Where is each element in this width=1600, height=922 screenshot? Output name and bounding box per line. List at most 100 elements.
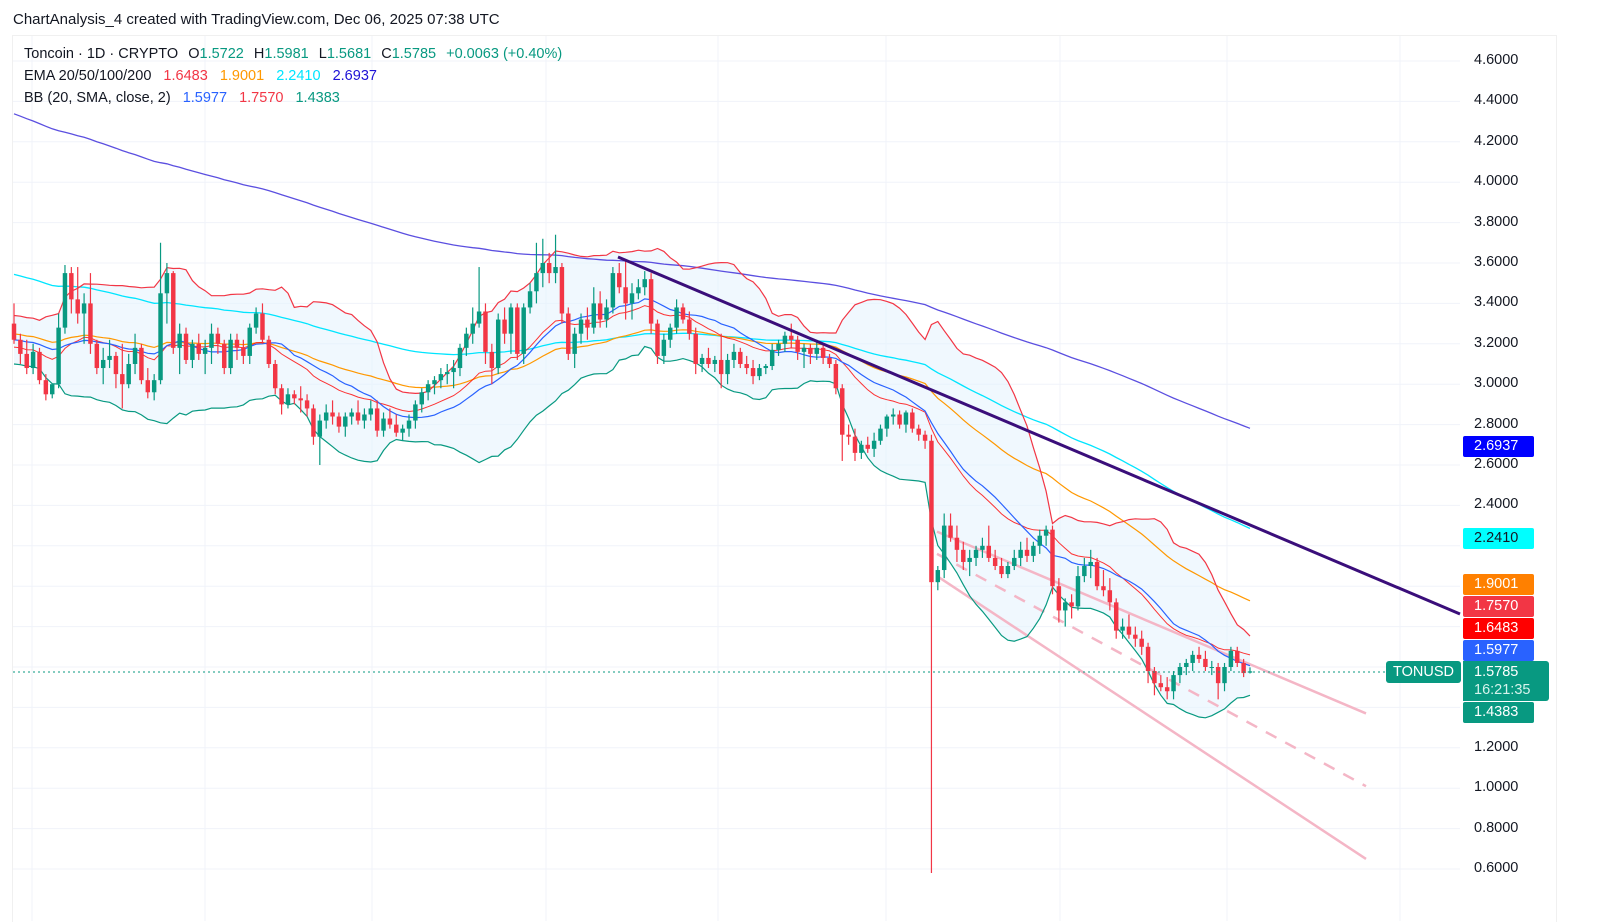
candle-body bbox=[394, 424, 399, 433]
bb-title[interactable]: BB (20, SMA, close, 2) bbox=[24, 90, 171, 106]
bb-upper-price-tag: 1.7570 bbox=[1463, 596, 1534, 617]
candle-body bbox=[750, 368, 756, 377]
candle-body bbox=[1082, 566, 1087, 577]
ema20-value: 1.6483 bbox=[163, 68, 208, 84]
candle-body bbox=[1145, 646, 1151, 672]
candle-body bbox=[1101, 586, 1106, 591]
candle-body bbox=[457, 347, 463, 369]
candle-body bbox=[24, 353, 29, 369]
price-axis-label: 3.8000 bbox=[1474, 213, 1519, 230]
candle-body bbox=[1024, 549, 1030, 556]
candle-body bbox=[1107, 590, 1113, 603]
candle-body bbox=[1126, 626, 1132, 635]
candle-body bbox=[534, 273, 539, 292]
candle-body bbox=[298, 398, 303, 401]
candle-body bbox=[62, 273, 68, 328]
candle-body bbox=[107, 355, 112, 360]
candle-body bbox=[1113, 602, 1119, 631]
price-axis-label: 2.4000 bbox=[1474, 496, 1519, 513]
candle-body bbox=[954, 537, 960, 550]
candle-body bbox=[1190, 654, 1195, 663]
candle-body bbox=[1050, 529, 1055, 587]
candle-body bbox=[1158, 683, 1164, 688]
candle-body bbox=[846, 434, 851, 437]
candle-body bbox=[1031, 545, 1036, 556]
price-axis-label: 3.4000 bbox=[1474, 294, 1519, 311]
candle-body bbox=[992, 557, 998, 566]
candle-body bbox=[578, 319, 584, 334]
price-axis-label: 4.0000 bbox=[1474, 173, 1519, 190]
price-axis-label: 1.0000 bbox=[1474, 779, 1519, 796]
candle-body bbox=[151, 380, 157, 393]
candle-body bbox=[617, 273, 622, 288]
candle-body bbox=[1094, 561, 1100, 587]
candle-body bbox=[674, 307, 679, 328]
price-axis-label: 0.6000 bbox=[1474, 860, 1519, 876]
candle-body bbox=[75, 299, 80, 314]
candle-body bbox=[272, 364, 278, 389]
candle-body bbox=[910, 412, 915, 429]
price-axis-label: 4.6000 bbox=[1474, 52, 1519, 68]
last-price-tag: 1.5785 16:21:35 bbox=[1463, 661, 1549, 701]
candle-body bbox=[120, 374, 125, 385]
candle-body bbox=[1056, 586, 1062, 611]
legend-ema-line: EMA 20/50/100/200 1.6483 1.9001 2.2410 2… bbox=[24, 68, 385, 84]
candle-body bbox=[279, 388, 284, 405]
symbol-title[interactable]: Toncoin · 1D · CRYPTO bbox=[24, 46, 179, 62]
candle-body bbox=[820, 347, 826, 358]
candle-body bbox=[648, 279, 654, 324]
candle-body bbox=[623, 287, 628, 304]
candle-body bbox=[222, 343, 227, 369]
candle-body bbox=[355, 412, 361, 421]
candle-body bbox=[1171, 675, 1176, 692]
candle-body bbox=[948, 525, 953, 538]
ohlc-change: +0.0063 (+0.40%) bbox=[446, 46, 563, 62]
candle-body bbox=[687, 319, 692, 334]
candle-body bbox=[789, 335, 794, 340]
candle-body bbox=[597, 303, 603, 320]
price-axis-label: 2.8000 bbox=[1474, 415, 1519, 432]
channel-mid-dashed-line bbox=[936, 552, 1367, 788]
candle-body bbox=[941, 525, 947, 571]
candle-body bbox=[738, 351, 743, 364]
candle-body bbox=[100, 359, 106, 369]
candle-body bbox=[190, 343, 195, 360]
candle-body bbox=[636, 287, 641, 294]
bb-upper-line bbox=[13, 247, 1251, 637]
candle-body bbox=[234, 339, 240, 348]
candle-body bbox=[145, 380, 151, 393]
candle-body bbox=[655, 323, 660, 356]
candle-body bbox=[1228, 650, 1234, 667]
candle-body bbox=[362, 414, 367, 421]
bar-countdown: 16:21:35 bbox=[1474, 682, 1531, 698]
candle-body bbox=[604, 307, 609, 320]
candle-body bbox=[591, 303, 597, 328]
ema-title[interactable]: EMA 20/50/100/200 bbox=[24, 68, 152, 84]
candle-body bbox=[801, 347, 807, 352]
bb-basis-value: 1.5977 bbox=[182, 90, 228, 106]
downtrend-line bbox=[617, 255, 1461, 616]
candle-body bbox=[69, 273, 74, 300]
candle-body bbox=[769, 349, 775, 367]
ohlc-high: H1.5981 bbox=[253, 46, 309, 62]
candle-body bbox=[285, 394, 291, 405]
ema100-line bbox=[13, 273, 1251, 530]
candle-body bbox=[56, 327, 61, 385]
candle-body bbox=[661, 339, 667, 356]
candle-body bbox=[1196, 654, 1202, 659]
channel-upper-line bbox=[936, 530, 1367, 715]
channel-lower-line bbox=[936, 575, 1367, 860]
candle-body bbox=[311, 408, 316, 437]
candle-body bbox=[680, 307, 686, 320]
bb-lower-line bbox=[13, 345, 1251, 719]
candle-body bbox=[1043, 529, 1049, 536]
price-axis-label: 1.2000 bbox=[1474, 738, 1519, 755]
candle-body bbox=[49, 384, 55, 395]
candle-body bbox=[1139, 638, 1144, 647]
candle-body bbox=[667, 327, 673, 340]
candle-body bbox=[1222, 667, 1227, 684]
candle-body bbox=[126, 364, 131, 385]
candle-body bbox=[763, 366, 769, 369]
candle-body bbox=[712, 359, 718, 364]
